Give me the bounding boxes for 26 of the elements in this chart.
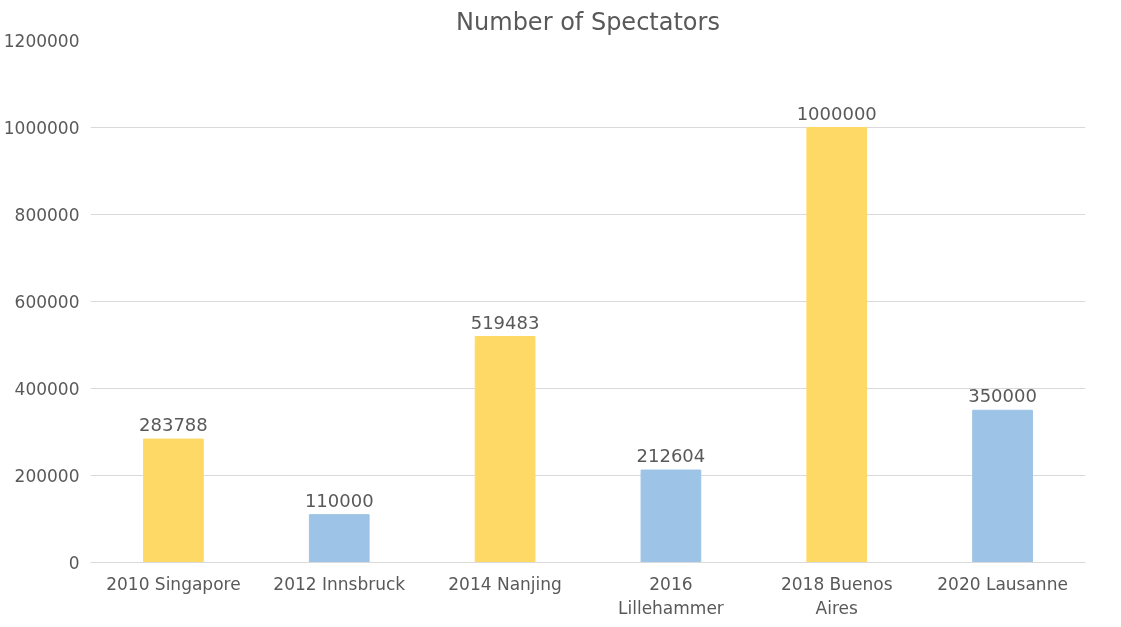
bar — [143, 438, 204, 563]
x-tick-label: 2012 Innsbruck — [273, 573, 406, 594]
data-label: 350000 — [968, 385, 1037, 407]
y-tick-label: 1200000 — [3, 31, 80, 51]
bar — [640, 469, 702, 563]
data-label: 1000000 — [796, 102, 877, 124]
x-tick-label: 2016 Lillehammer — [617, 573, 724, 618]
y-tick-label: 1000000 — [3, 118, 80, 138]
data-label: 212604 — [636, 445, 706, 467]
y-tick-label: 400000 — [14, 379, 80, 399]
x-tick-label: 2010 Singapore — [106, 573, 241, 594]
x-tick-label: 2018 Buenos Aires — [780, 573, 893, 618]
x-tick-label: 2014 Nanjing — [448, 573, 562, 594]
y-tick-label: 0 — [68, 553, 80, 573]
chart-title: Number of Spectators — [456, 7, 720, 36]
bar — [972, 409, 1033, 563]
bar — [308, 514, 370, 563]
bar — [474, 336, 536, 563]
x-tick-label: 2020 Lausanne — [937, 573, 1068, 594]
y-tick-label: 600000 — [14, 292, 80, 312]
bar — [806, 127, 868, 563]
y-tick-label: 200000 — [14, 466, 80, 486]
y-tick-label: 800000 — [14, 205, 80, 225]
data-label: 283788 — [139, 414, 208, 436]
data-label: 110000 — [304, 489, 374, 511]
data-label: 519483 — [470, 311, 540, 333]
